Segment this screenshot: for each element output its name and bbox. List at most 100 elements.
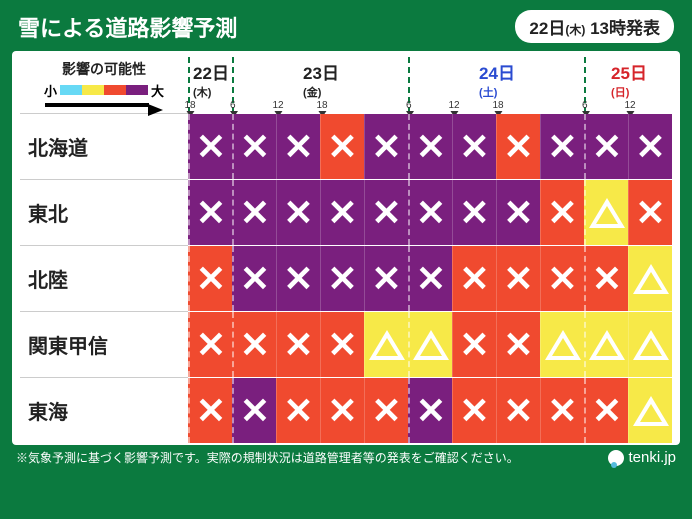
forecast-cell: ✕ [276,246,320,311]
region-cells: ✕✕✕✕✕✕✕✕✕✕ [188,179,672,245]
region-row: 北陸✕✕✕✕✕✕✕✕✕✕ [20,245,672,311]
forecast-cell: ✕ [496,312,540,377]
region-cells: ✕✕✕✕✕✕✕✕✕✕ [188,245,672,311]
cross-icon: ✕ [327,327,357,363]
forecast-cell [584,312,628,377]
forecast-cell: ✕ [364,246,408,311]
legend-bar [60,85,148,95]
cross-icon: ✕ [547,129,577,165]
footnote: ※気象予測に基づく影響予測です。実際の規制状況は道路管理者等の発表をご確認くださ… [16,449,519,466]
triangle-icon [589,330,625,360]
forecast-cell: ✕ [408,378,452,443]
cross-icon: ✕ [240,129,270,165]
cross-icon: ✕ [327,261,357,297]
legend-seg [126,85,148,95]
cross-icon: ✕ [371,393,401,429]
cross-icon: ✕ [635,195,665,231]
cross-icon: ✕ [196,129,226,165]
triangle-icon [545,330,581,360]
forecast-cell: ✕ [496,180,540,245]
brand-icon [608,450,624,466]
cross-icon: ✕ [240,261,270,297]
cross-icon: ✕ [459,393,489,429]
forecast-cell: ✕ [276,312,320,377]
forecast-cell: ✕ [540,246,584,311]
forecast-table: 影響の可能性 小 大 22日(木)1823日(金)6121824日(土)6121… [12,51,680,445]
cross-icon: ✕ [283,393,313,429]
cross-icon: ✕ [547,393,577,429]
forecast-cell: ✕ [276,180,320,245]
day-header: 23日(金)61218 [232,57,408,113]
cross-icon: ✕ [196,261,226,297]
footer: ※気象予測に基づく影響予測です。実際の規制状況は道路管理者等の発表をご確認くださ… [0,445,692,466]
forecast-cell: ✕ [408,180,452,245]
ts-youbi: (木) [565,23,585,37]
forecast-cell: ✕ [584,378,628,443]
forecast-cell: ✕ [320,180,364,245]
legend-seg [104,85,126,95]
forecast-cell [628,246,672,311]
forecast-cell: ✕ [232,378,276,443]
hour-ticks: 18 [190,100,232,113]
forecast-cell: ✕ [452,246,496,311]
forecast-cell: ✕ [232,114,276,179]
cross-icon: ✕ [635,129,665,165]
day-header: 24日(土)61218 [408,57,584,113]
forecast-cell [408,312,452,377]
forecast-cell: ✕ [364,180,408,245]
cross-icon: ✕ [196,195,226,231]
cross-icon: ✕ [503,195,533,231]
timestamp-badge: 22日(木) 13時発表 [515,10,674,43]
cross-icon: ✕ [196,393,226,429]
forecast-cell: ✕ [320,312,364,377]
day-label: 23日(金) [303,59,339,100]
region-name: 北陸 [20,245,188,311]
cross-icon: ✕ [592,129,622,165]
forecast-cell: ✕ [364,114,408,179]
forecast-cell: ✕ [628,114,672,179]
forecast-cell: ✕ [452,180,496,245]
day-label: 22日(木) [193,59,229,100]
forecast-cell: ✕ [408,114,452,179]
region-name: 関東甲信 [20,311,188,377]
brand-text: tenki.jp [628,449,676,466]
ts-time: 13時発表 [590,19,660,38]
cross-icon: ✕ [283,327,313,363]
forecast-cell: ✕ [496,114,540,179]
forecast-cell: ✕ [408,246,452,311]
forecast-cell: ✕ [188,312,232,377]
forecast-cell: ✕ [188,114,232,179]
forecast-cell: ✕ [584,246,628,311]
forecast-cell: ✕ [276,114,320,179]
cross-icon: ✕ [416,129,446,165]
cross-icon: ✕ [240,327,270,363]
forecast-cell: ✕ [540,180,584,245]
cross-icon: ✕ [371,261,401,297]
cross-icon: ✕ [592,393,622,429]
legend-seg [60,85,82,95]
region-row: 東北✕✕✕✕✕✕✕✕✕✕ [20,179,672,245]
day-label: 24日(土) [479,59,515,100]
day-headers: 22日(木)1823日(金)6121824日(土)6121825日(日)612 [188,57,672,113]
forecast-cell: ✕ [320,114,364,179]
region-name: 東海 [20,377,188,443]
page-title: 雪による道路影響予測 [18,11,237,43]
cross-icon: ✕ [503,393,533,429]
cross-icon: ✕ [327,195,357,231]
forecast-cell: ✕ [232,246,276,311]
cross-icon: ✕ [416,393,446,429]
region-cells: ✕✕✕✕✕✕ [188,311,672,377]
ts-day: 22 [529,19,548,38]
cross-icon: ✕ [503,129,533,165]
region-row: 東海✕✕✕✕✕✕✕✕✕✕ [20,377,672,443]
cross-icon: ✕ [459,327,489,363]
forecast-cell: ✕ [320,378,364,443]
region-name: 東北 [20,179,188,245]
forecast-cell: ✕ [188,180,232,245]
hour-ticks: 61218 [234,100,408,113]
region-cells: ✕✕✕✕✕✕✕✕✕✕ [188,377,672,443]
brand-logo: tenki.jp [608,449,676,466]
cross-icon: ✕ [503,261,533,297]
forecast-cell: ✕ [628,180,672,245]
day-header: 25日(日)612 [584,57,672,113]
